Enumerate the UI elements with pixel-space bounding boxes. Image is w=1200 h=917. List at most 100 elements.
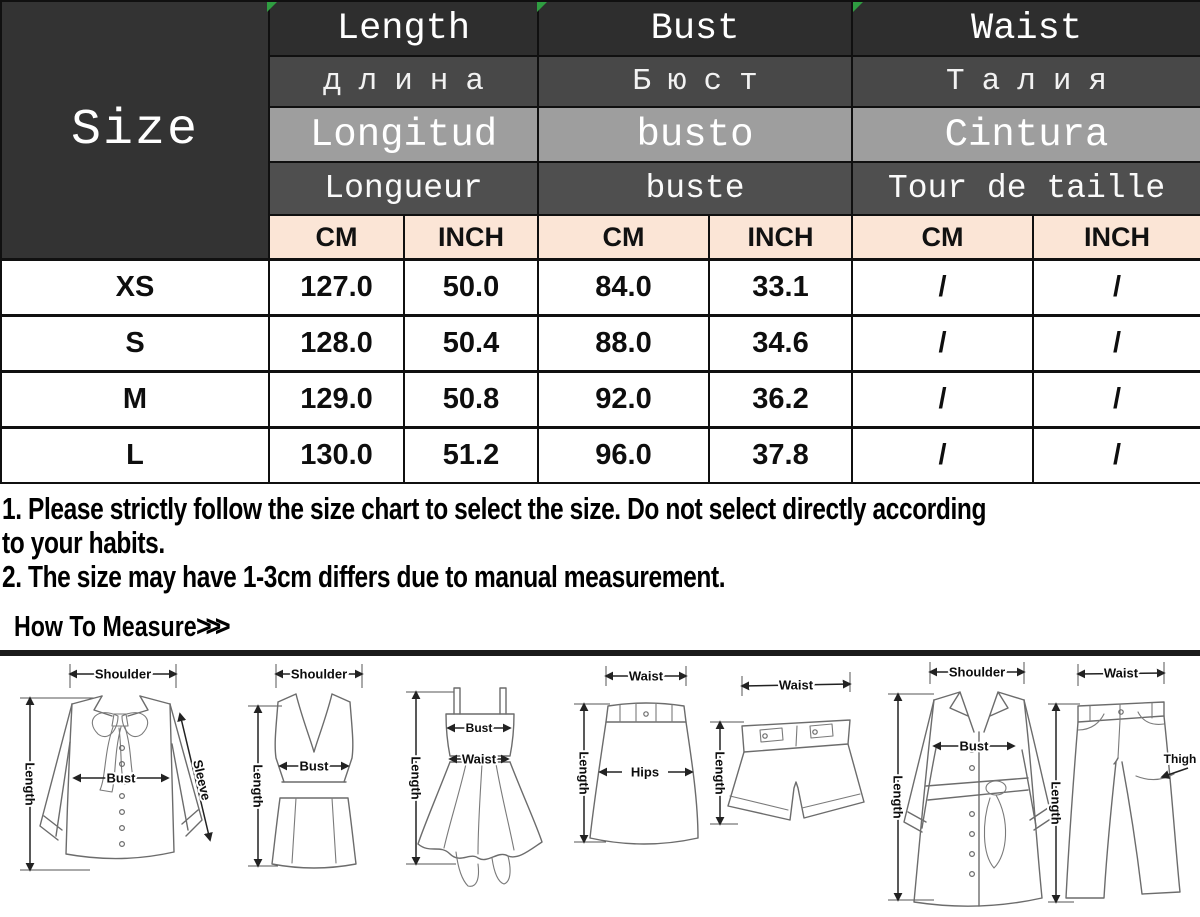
pants-fly-and-pockets — [1077, 702, 1165, 759]
col-header-bust-en: Bust — [537, 0, 854, 57]
value-cell: / — [1032, 426, 1200, 484]
waist-label: Waist — [1104, 666, 1139, 681]
excel-corner-marker — [853, 2, 863, 12]
col-header-waist-ru: Талия — [851, 55, 1200, 108]
col-header-waist-es: Cintura — [851, 106, 1200, 163]
unit-header-inch: INCH — [708, 214, 854, 261]
figure-dress: Bust Waist Length — [406, 687, 543, 887]
note-line: 2. The size may have 1-3cm differs due t… — [2, 559, 726, 594]
value-cell: / — [1032, 258, 1200, 317]
length-label: Length — [891, 775, 906, 818]
blouse-bow — [91, 712, 149, 738]
header-row-english: Size Length Bust Waist — [0, 0, 1200, 261]
shorts-cuffs — [729, 725, 861, 811]
size-cell: S — [0, 314, 270, 373]
value-cell: 36.2 — [708, 370, 854, 429]
chevron-right-icon: >>> — [196, 610, 231, 643]
value-cell: / — [851, 258, 1035, 317]
blouse-collar — [93, 695, 149, 717]
unit-header-cm: CM — [268, 214, 405, 261]
blouse-shoulders — [71, 695, 171, 705]
shoulder-label: Shoulder — [291, 667, 347, 682]
hips-label: Hips — [631, 765, 659, 780]
skirt-belt-loops — [619, 702, 673, 723]
how-to-measure-title: How To Measure — [14, 610, 197, 643]
note-line: to your habits. — [2, 525, 165, 560]
length-label: Length — [251, 764, 266, 807]
value-cell: 51.2 — [402, 426, 540, 484]
length-label: Length — [409, 756, 424, 799]
pants-thigh-line — [1135, 773, 1175, 781]
col-header-length-ru: длина — [267, 55, 540, 108]
note-line: 1. Please strictly follow the size chart… — [2, 491, 987, 526]
bust-label: Bust — [466, 721, 493, 735]
length-label: Length — [577, 751, 592, 794]
bust-label: Bust — [107, 771, 137, 786]
excel-corner-marker — [267, 2, 277, 12]
figure-tank-top: Shoulder Bust Length — [248, 664, 364, 869]
size-cell: XS — [0, 258, 270, 317]
coat-body — [913, 699, 1043, 907]
size-corner-cell: Size — [0, 0, 270, 261]
coat-collar — [933, 691, 1025, 907]
waist-label: Waist — [629, 669, 664, 684]
value-cell: 96.0 — [537, 426, 711, 484]
skirt-waistband — [605, 702, 687, 723]
size-row-m: M 129.0 50.8 92.0 36.2 / / — [0, 370, 1200, 429]
how-to-measure-figures: Shoulder Bust Sleeve Length Shoulder Bus… — [0, 658, 1200, 916]
dress-pleats — [443, 763, 515, 855]
col-header-length-en: Length — [267, 0, 540, 57]
thigh-label: Thigh — [1164, 752, 1197, 766]
figure-skirt: Waist Hips Length — [574, 666, 699, 845]
dress-straps — [453, 687, 507, 715]
how-to-measure-heading: How To Measure >>> — [14, 610, 1200, 644]
blouse-bow-tails — [99, 726, 135, 793]
col-header-length-es: Longitud — [267, 106, 540, 163]
figure-coat: Shoulder Bust Length — [888, 662, 1053, 907]
blouse-left-sleeve — [39, 703, 73, 841]
pants-waistband — [1077, 701, 1165, 723]
shoulder-label: Shoulder — [949, 665, 1005, 680]
length-label: Length — [713, 751, 728, 794]
tank-top-bodice — [274, 693, 354, 783]
thigh-arrow — [1160, 767, 1189, 779]
col-header-bust-fr: buste — [537, 161, 854, 216]
waist-label: Waist — [779, 678, 814, 693]
sleeve-label: Sleeve — [190, 758, 214, 802]
pants-legs — [1065, 715, 1181, 899]
blouse-body — [65, 703, 175, 860]
value-cell: 33.1 — [708, 258, 854, 317]
value-cell: 128.0 — [268, 314, 405, 373]
value-cell: / — [1032, 314, 1200, 373]
skirt-body — [589, 721, 699, 845]
col-header-length-fr: Longueur — [267, 161, 540, 216]
dress-skirt — [417, 761, 543, 861]
figure-blouse: Shoulder Bust Sleeve Length — [20, 664, 216, 872]
value-cell: 129.0 — [268, 370, 405, 429]
value-cell: 88.0 — [537, 314, 711, 373]
dress-bodice — [445, 713, 515, 763]
waist-arrow — [740, 679, 852, 691]
header-row-spanish: Longitud busto Cintura — [1, 106, 1200, 163]
col-header-waist-en: Waist — [851, 0, 1200, 57]
unit-header-inch: INCH — [1032, 214, 1200, 261]
value-cell: 50.8 — [402, 370, 540, 429]
coat-belt — [925, 777, 1029, 801]
tank-top-band-and-skirt — [271, 781, 357, 869]
tank-top-seams — [291, 797, 337, 864]
unit-header-inch: INCH — [402, 214, 540, 261]
bust-label: Bust — [960, 739, 990, 754]
length-label: Length — [1049, 781, 1064, 824]
col-header-bust-es: busto — [537, 106, 854, 163]
size-cell: L — [0, 426, 270, 484]
col-header-waist-fr: Tour de taille — [851, 161, 1200, 216]
figure-shorts: Waist Length — [710, 672, 865, 826]
unit-header-cm: CM — [851, 214, 1035, 261]
waist-arrow — [1076, 668, 1166, 679]
size-row-l: L 130.0 51.2 96.0 37.8 / / — [0, 426, 1200, 484]
sleeve-arrow — [177, 712, 213, 842]
size-chart-table: Size Length Bust Waist длина Бюст Талия … — [0, 0, 1200, 484]
size-cell: M — [0, 370, 270, 429]
value-cell: 92.0 — [537, 370, 711, 429]
